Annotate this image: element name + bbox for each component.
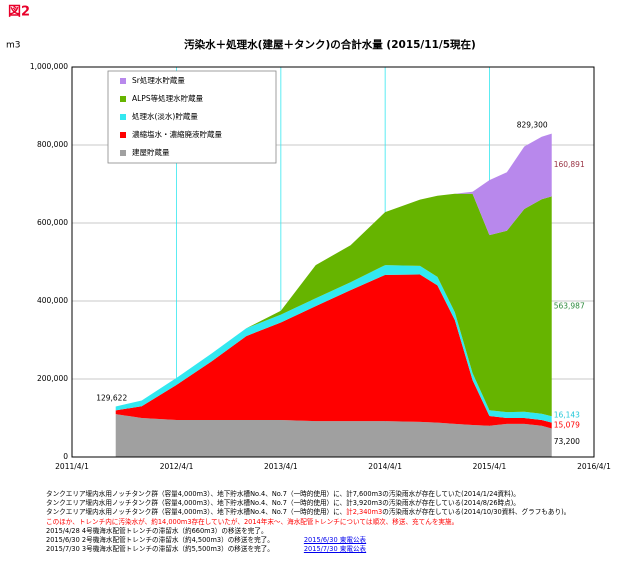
- area: [115, 193, 552, 417]
- series-end-label: 73,200: [554, 437, 580, 446]
- total-label: 829,300: [517, 121, 548, 130]
- note-text: タンクエリア堰内水用ノッチタンク群（容量4,000m3）、地下貯水槽No.4、N…: [46, 499, 520, 508]
- notes: タンクエリア堰内水用ノッチタンク群（容量4,000m3）、地下貯水槽No.4、N…: [46, 490, 616, 554]
- area: [115, 274, 552, 429]
- note-text: 2015/6/30 2号機海水配管トレンチの滞留水（約4,500m3）の移送を完…: [46, 536, 274, 545]
- series-end-label: 15,079: [554, 421, 580, 430]
- note-line: 2015/7/30 3号機海水配管トレンチの滞留水（約5,500m3）の移送を完…: [46, 545, 616, 554]
- x-tick-label: 2012/4/1: [160, 462, 194, 471]
- y-tick-label: 1,000,000: [30, 62, 68, 71]
- legend-box: [107, 70, 277, 164]
- legend-label: Sr処理水貯蔵量: [132, 75, 185, 85]
- note-text: 2015/4/28 4号機海水配管トレンチの滞留水（約660m3）の移送を完了。: [46, 526, 268, 535]
- chart: 図2 汚染水＋処理水(建屋＋タンク)の合計水量 (2015/11/5現在) m3…: [6, 5, 611, 472]
- legend-label: 建屋貯蔵量: [132, 147, 170, 157]
- note-text: タンクエリア堰内水用ノッチタンク群（容量4,000m3）、地下貯水槽No.4、N…: [46, 490, 520, 498]
- source-link[interactable]: 2015/7/30 東電公表: [303, 545, 367, 554]
- x-tick-label: 2014/4/1: [368, 462, 402, 471]
- y-tick-label: 200,000: [37, 374, 68, 383]
- note-text: 2015/7/30 3号機海水配管トレンチの滞留水（約5,500m3）の移送を完…: [46, 545, 274, 554]
- note-line: タンクエリア堰内水用ノッチタンク群（容量4,000m3）、地下貯水槽No.4、N…: [46, 508, 616, 517]
- chart-title: 汚染水＋処理水(建屋＋タンク)の合計水量 (2015/11/5現在): [184, 38, 476, 51]
- figure-label: 図2: [8, 5, 30, 20]
- y-tick-label: 0: [63, 452, 68, 461]
- note-text: このほか、トレンチ内に汚染水が、約14,000m3存在していたが、2014年末～…: [46, 517, 459, 526]
- legend-label: 処理水(淡水)貯蔵量: [132, 111, 198, 121]
- x-tick-label: 2013/4/1: [264, 462, 298, 471]
- legend-swatch: [120, 114, 126, 120]
- source-link[interactable]: 2015/6/30 東電公表: [303, 536, 367, 545]
- area: [115, 414, 552, 457]
- total-label: 129,622: [96, 393, 127, 402]
- legend-label: ALPS等処理水貯蔵量: [132, 93, 204, 103]
- x-tick-label: 2016/4/1: [577, 462, 611, 471]
- series-end-label: 160,891: [554, 160, 585, 169]
- x-tick-label: 2015/4/1: [473, 462, 507, 471]
- note-text: タンクエリア堰内水用ノッチタンク群（容量4,000m3）、地下貯水槽No.4、N…: [46, 508, 347, 517]
- legend-swatch: [120, 96, 126, 102]
- note-line: 2015/4/28 4号機海水配管トレンチの滞留水（約660m3）の移送を完了。: [46, 527, 616, 536]
- plot-frame: [71, 66, 595, 458]
- legend-swatch: [120, 78, 126, 84]
- note-line: 2015/6/30 2号機海水配管トレンチの滞留水（約4,500m3）の移送を完…: [46, 536, 616, 545]
- legend-swatch: [120, 150, 126, 156]
- x-tick-label: 2011/4/1: [55, 462, 89, 471]
- legend-swatch: [120, 132, 126, 138]
- legend-label: 濃縮塩水・濃縮廃液貯蔵量: [132, 129, 222, 139]
- note-line: タンクエリア堰内水用ノッチタンク群（容量4,000m3）、地下貯水槽No.4、N…: [46, 499, 616, 508]
- series-end-label: 563,987: [554, 301, 585, 310]
- y-tick-label: 600,000: [37, 218, 68, 227]
- note-text: 計2,340m3: [346, 508, 383, 517]
- note-text: の汚染雨水が存在している(2014/10/30資料、グラフもあり)。: [382, 508, 571, 517]
- y-tick-label: 800,000: [37, 140, 68, 149]
- note-line: このほか、トレンチ内に汚染水が、約14,000m3存在していたが、2014年末～…: [46, 518, 616, 527]
- note-line: タンクエリア堰内水用ノッチタンク群（容量4,000m3）、地下貯水槽No.4、N…: [46, 490, 616, 499]
- area: [115, 265, 552, 423]
- series-end-label: 16,143: [554, 411, 580, 420]
- y-tick-label: 400,000: [37, 296, 68, 305]
- y-axis-label: m3: [6, 41, 21, 51]
